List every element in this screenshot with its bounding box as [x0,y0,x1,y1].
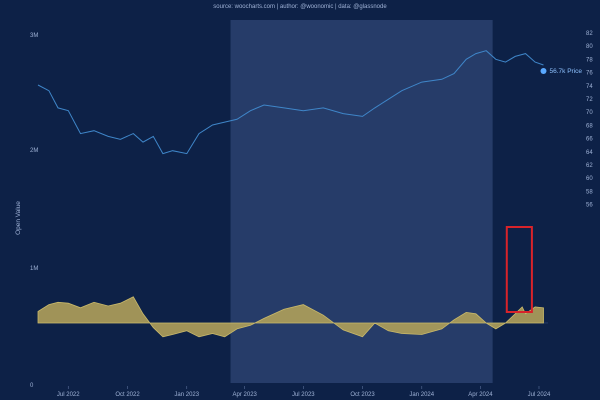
price-end-label: 56.7k Price [549,68,582,75]
right-tick-label: 78 [586,57,593,63]
x-tick-label: Apr 2023 [233,392,258,398]
right-tick-label: 60 [586,176,593,182]
right-tick-label: 62 [586,163,593,169]
right-tick-label: 74 [586,84,593,90]
right-tick-label: 72 [586,97,593,103]
right-tick-label: 80 [586,44,593,50]
left-tick-label: 0 [30,383,34,389]
x-tick-label: Jan 2023 [174,392,199,398]
x-tick-label: Apr 2024 [468,392,493,398]
left-tick-label: 3M [30,33,38,39]
x-tick-label: Jul 2023 [292,392,315,398]
open-value-area [37,296,544,338]
left-tick-label: 1M [30,266,38,272]
right-tick-label: 66 [586,137,593,143]
right-tick-label: 58 [586,189,593,195]
right-tick-label: 82 [586,31,593,37]
x-tick-label: Jul 2022 [57,392,80,398]
left-tick-label: 2M [30,148,38,154]
right-tick-label: 76 [586,71,593,77]
x-tick-label: Oct 2023 [350,392,375,398]
left-axis: 3M 2M 1M 0 [30,33,38,389]
chart-source-line: source: woocharts.com | author: @woonomi… [213,4,387,10]
y-axis-label: Open Value [15,201,22,235]
right-tick-label: 56 [586,203,593,209]
price-end-dot [540,68,547,74]
x-axis: Jul 2022 Oct 2022 Jan 2023 Apr 2023 Jul 2023… [57,386,551,398]
right-tick-label: 70 [586,110,593,116]
annotation-box [505,226,533,313]
right-tick-label: 64 [586,150,593,156]
x-tick-label: Oct 2022 [115,392,140,398]
x-tick-label: Jul 2024 [528,392,551,398]
x-tick-label: Jan 2024 [409,392,434,398]
right-axis: 82 80 78 76 74 72 70 68 66 64 62 60 58 56 [586,31,593,209]
right-tick-label: 68 [586,123,593,129]
price-line [37,50,544,155]
